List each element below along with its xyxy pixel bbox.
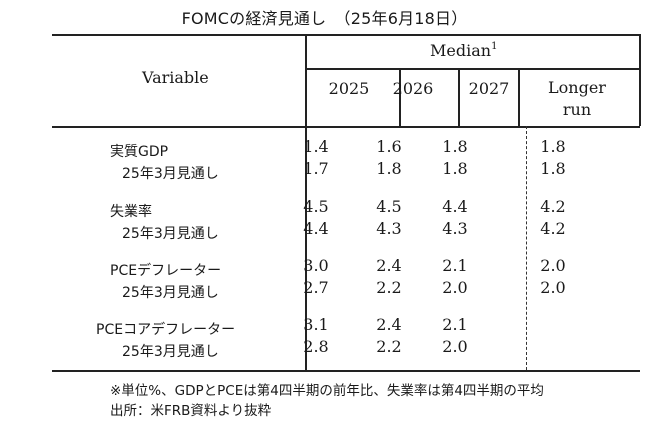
table-cell: 4.2 xyxy=(540,197,566,216)
table-cell: 1.4 xyxy=(303,137,329,156)
footnote-units: ※単位%、GDPとPCEは第4四半期の前年比、失業率は第4四半期の平均 xyxy=(110,383,544,399)
forecast-table: Variable Median1 2025 2026 2027 Longer r… xyxy=(52,34,641,372)
table-cell: 3.0 xyxy=(303,256,329,275)
row-label: PCEコアデフレーター xyxy=(96,322,236,338)
table-cell: 2.4 xyxy=(376,256,402,275)
table-bottom-rule xyxy=(52,370,640,372)
table-cell: 2.1 xyxy=(442,256,468,275)
table-cell: 4.4 xyxy=(442,197,468,216)
table-cell: 1.6 xyxy=(376,137,402,156)
header-bottom-rule xyxy=(52,126,640,128)
year-divider-3 xyxy=(518,68,520,126)
row-label: 25年3月見通し xyxy=(122,166,219,182)
year-divider-1 xyxy=(399,68,401,126)
variable-column-divider xyxy=(305,34,307,372)
table-cell: 4.2 xyxy=(540,219,566,238)
table-cell: 2.1 xyxy=(442,315,468,334)
table-top-rule xyxy=(52,34,640,36)
row-label: 25年3月見通し xyxy=(122,226,219,242)
table-cell: 2.7 xyxy=(303,278,329,297)
longer-run-divider xyxy=(526,126,527,370)
table-cell: 2.0 xyxy=(540,256,566,275)
table-cell: 1.8 xyxy=(442,159,468,178)
row-label: 25年3月見通し xyxy=(122,344,219,360)
page-title: FOMCの経済見通し （25年6月18日） xyxy=(181,9,468,28)
table-cell: 2.2 xyxy=(376,337,402,356)
table-cell: 2.0 xyxy=(442,278,468,297)
table-cell: 4.4 xyxy=(303,219,329,238)
footnote-marker: 1 xyxy=(491,41,498,52)
table-cell: 3.1 xyxy=(303,315,329,334)
table-cell: 4.5 xyxy=(303,197,329,216)
longer-run-header: Longer run xyxy=(548,78,606,119)
year-header-2026: 2026 xyxy=(392,79,434,98)
median-underline xyxy=(306,68,640,70)
table-cell: 2.4 xyxy=(376,315,402,334)
row-label: PCEデフレーター xyxy=(110,263,222,279)
table-right-border xyxy=(639,34,641,126)
table-cell: 1.8 xyxy=(442,137,468,156)
table-cell: 2.0 xyxy=(540,278,566,297)
table-cell: 4.3 xyxy=(442,219,468,238)
row-label: 実質GDP xyxy=(110,144,169,160)
table-cell: 1.8 xyxy=(540,137,566,156)
row-label: 25年3月見通し xyxy=(122,285,219,301)
table-cell: 4.5 xyxy=(376,197,402,216)
table-cell: 1.8 xyxy=(376,159,402,178)
table-cell: 2.0 xyxy=(442,337,468,356)
median-header: Median1 xyxy=(430,41,498,60)
table-cell: 2.8 xyxy=(303,337,329,356)
table-cell: 1.8 xyxy=(540,159,566,178)
year-header-2027: 2027 xyxy=(468,79,510,98)
table-cell: 2.2 xyxy=(376,278,402,297)
table-cell: 1.7 xyxy=(303,159,329,178)
year-header-2025: 2025 xyxy=(328,79,370,98)
table-cell: 4.3 xyxy=(376,219,402,238)
footnote-source: 出所：米FRB資料より抜粋 xyxy=(110,403,272,419)
variable-header: Variable xyxy=(142,68,209,87)
year-divider-2 xyxy=(458,68,460,126)
row-label: 失業率 xyxy=(110,204,152,220)
